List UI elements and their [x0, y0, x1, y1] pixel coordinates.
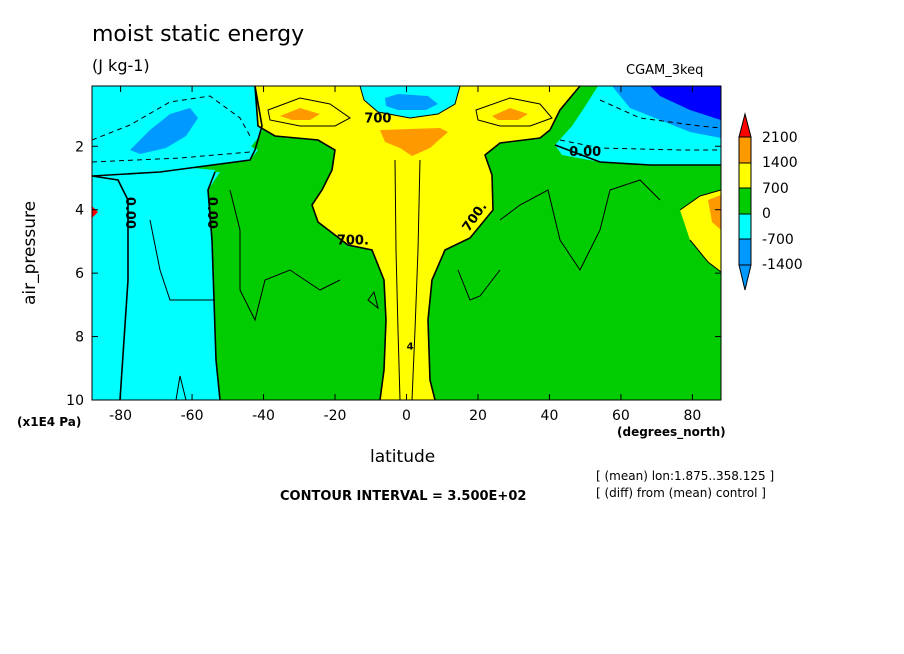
x-ticks: -80 -60 -40 -20 0 20 40 60 80: [109, 86, 701, 424]
contour-line-small-left: [367, 290, 379, 310]
contour-line-dashed-4: [559, 139, 721, 151]
contour-line-zero-left-2: [207, 171, 221, 400]
contour-line-dashed-3: [599, 99, 721, 129]
colorbar-label-700: 700: [762, 181, 789, 197]
colorbar-swatch-neg1400-neg700: [738, 238, 752, 266]
contour-line-thin-3: [499, 179, 661, 271]
x-tick-label: 60: [612, 408, 630, 424]
y-tick-label: 4: [75, 203, 84, 219]
band-blue-upper-left: [130, 108, 198, 154]
colorbar-label-1400: 1400: [762, 155, 798, 171]
contour-line-thin-4: [457, 269, 501, 301]
contour-line-top-center: [359, 86, 461, 119]
colorbar-swatch-1400-2100: [738, 136, 752, 164]
x-tick-label: -60: [181, 408, 204, 424]
band-orange-central: [380, 128, 448, 156]
contour-line-thin-2: [229, 189, 341, 322]
contour-line-700-central-right: [427, 86, 581, 400]
band-orange-lobe-left: [280, 108, 320, 120]
chart-title: moist static energy: [92, 22, 305, 47]
x-tick-label: -20: [324, 408, 347, 424]
colorbar-swatch-0-700: [738, 187, 752, 215]
contour-label: 0.00: [569, 145, 601, 160]
y-ticks: 2 4 6 8 10: [66, 139, 721, 409]
x-tick-label: 0: [402, 408, 411, 424]
y-tick-label: 2: [75, 139, 84, 155]
x-axis-label: latitude: [370, 447, 436, 467]
colorbar-label-2100: 2100: [762, 130, 798, 146]
x-tick-label: -40: [252, 408, 275, 424]
colorbar-label-0: 0: [762, 206, 771, 222]
band-blue-top-center: [385, 94, 438, 110]
contour-line-zero-top: [92, 86, 263, 177]
y-axis-label: air_pressure: [20, 200, 40, 305]
x-tick-label: 80: [683, 408, 701, 424]
experiment-label: CGAM_3keq: [626, 63, 704, 78]
contour-line-central-inner: [394, 159, 421, 400]
colorbar-label-neg1400: -1400: [762, 257, 803, 273]
chart-subtitle: (J kg-1): [92, 56, 150, 75]
contour-line-700-central: [254, 86, 387, 400]
colorbar-tri-bottom: [738, 264, 752, 291]
colorbar-swatch-neg700-0: [738, 213, 752, 240]
band-darkblue-right: [650, 86, 721, 120]
contour-line-top-lobe: [267, 97, 351, 127]
y-axis-units: (x1E4 Pa): [17, 415, 82, 429]
band-yellow-central: [255, 86, 580, 400]
contour-label: 0.00: [122, 197, 137, 229]
colorbar-swatch-700-1400: [738, 162, 752, 189]
x-axis-units: (degrees_north): [617, 425, 726, 439]
x-tick-label: 20: [469, 408, 487, 424]
contour-label: 0.00: [204, 197, 219, 229]
contour-label: 4: [407, 341, 414, 352]
x-tick-label: -80: [109, 408, 132, 424]
colorbar-label-neg700: -700: [762, 232, 794, 248]
contour-line-thin-1: [149, 219, 215, 301]
colorbar-tri-top: [738, 112, 752, 138]
contour-line-top-lobe-right: [475, 97, 553, 127]
contour-line-zero-left: [92, 175, 129, 400]
filled-contours: [92, 86, 721, 400]
y-tick-label: 10: [66, 393, 84, 409]
note-mean-lon: [ (mean) lon:1.875..358.125 ]: [596, 469, 775, 483]
note-diff: [ (diff) from (mean) control ]: [596, 486, 766, 500]
contour-line-right-yellow: [679, 189, 721, 273]
y-tick-label: 6: [75, 266, 84, 282]
x-tick-label: 40: [541, 408, 559, 424]
band-red-right-edge: [708, 195, 721, 230]
contour-line-zero-right: [554, 144, 721, 166]
contour-label: 700: [364, 111, 391, 126]
y-tick-label: 8: [75, 330, 84, 346]
contour-line-dashed-2: [92, 151, 251, 163]
band-orange-lobe-right: [492, 108, 528, 120]
contour-interval-note: CONTOUR INTERVAL = 3.500E+02: [280, 489, 527, 504]
colorbar: [738, 112, 752, 291]
contour-line-small-bottom-left: [175, 375, 187, 400]
band-red-left-edge: [92, 206, 98, 218]
band-cyan-left-column: [92, 176, 128, 400]
contour-lines: [92, 86, 721, 400]
contour-label: 700.: [337, 234, 369, 249]
